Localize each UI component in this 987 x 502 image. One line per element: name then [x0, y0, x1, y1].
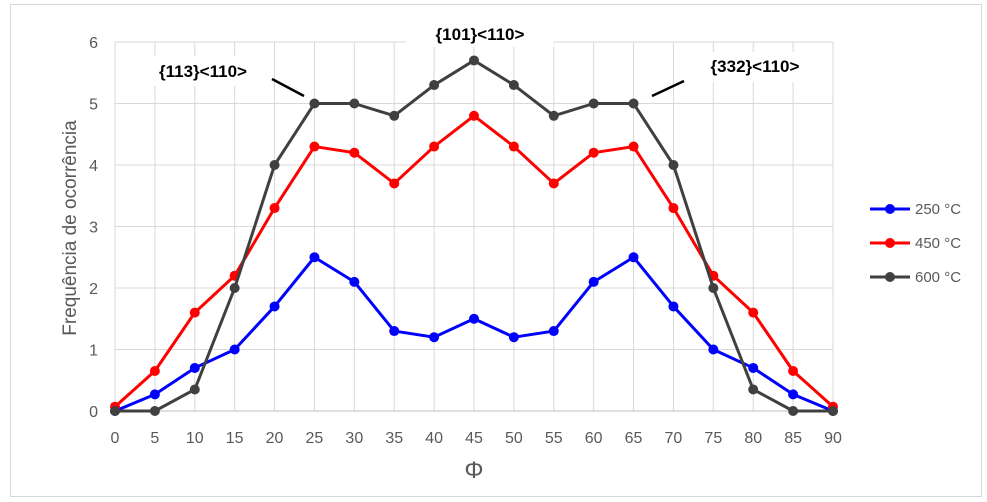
- data-point: [788, 366, 799, 377]
- data-point: [708, 283, 719, 293]
- data-point: [429, 80, 440, 91]
- annotation-113: {113}<110>: [138, 56, 305, 98]
- data-point: [229, 283, 240, 293]
- data-point: [229, 344, 240, 355]
- data-point: [389, 178, 400, 189]
- data-point: [508, 141, 519, 152]
- data-point: [668, 203, 679, 214]
- y-tick-label: 6: [89, 35, 98, 52]
- annotation-113-label: {113}<110>: [159, 62, 247, 81]
- data-point: [708, 344, 719, 355]
- data-point: [110, 406, 120, 416]
- data-point: [349, 98, 360, 109]
- data-point: [748, 307, 759, 318]
- data-point: [828, 406, 838, 416]
- x-tick-label: 70: [665, 430, 683, 447]
- data-point: [189, 384, 200, 395]
- legend-marker-0: [885, 204, 895, 214]
- data-point: [748, 384, 759, 395]
- data-point: [668, 160, 679, 170]
- x-tick-label: 30: [345, 430, 363, 447]
- x-tick-label: 35: [385, 430, 403, 447]
- chart-frame: [10, 4, 982, 497]
- data-point: [149, 389, 160, 400]
- data-point: [628, 98, 639, 109]
- data-point: [269, 160, 280, 170]
- data-point: [269, 301, 280, 312]
- annotation-113-leader: [271, 77, 305, 98]
- data-point: [349, 276, 360, 287]
- legend-marker-2: [885, 272, 895, 282]
- data-point: [508, 332, 519, 343]
- legend: 250 °C 450 °C 600 °C: [870, 201, 961, 286]
- data-point: [189, 362, 200, 373]
- data-point: [309, 141, 320, 152]
- data-point: [788, 406, 799, 416]
- x-tick-label: 90: [824, 430, 842, 447]
- data-point: [469, 110, 479, 121]
- x-tick-label: 65: [625, 430, 643, 447]
- data-point: [548, 178, 559, 189]
- data-point: [748, 362, 759, 373]
- data-point: [588, 147, 599, 158]
- y-axis-title: Frequência de ocorrência: [60, 120, 81, 336]
- data-point: [628, 252, 639, 263]
- x-axis-title: Φ: [464, 457, 483, 484]
- x-tick-label: 75: [704, 430, 722, 447]
- x-tick-label: 5: [150, 430, 159, 447]
- data-point: [548, 326, 559, 337]
- data-point: [149, 406, 160, 416]
- data-point: [508, 80, 519, 91]
- annotation-101-label: {101}<110>: [436, 25, 525, 44]
- y-tick-label: 0: [89, 404, 98, 421]
- x-tick-label: 25: [306, 430, 324, 447]
- annotation-332: {332}<110>: [651, 52, 820, 98]
- legend-label-1: 450 °C: [915, 235, 961, 252]
- data-point: [469, 313, 479, 324]
- y-tick-label: 3: [89, 220, 98, 237]
- x-tick-label: 85: [784, 430, 802, 447]
- y-tick-label: 2: [89, 281, 98, 298]
- x-tick-label: 50: [505, 430, 523, 447]
- data-point: [149, 366, 160, 377]
- data-point: [788, 389, 799, 400]
- annotation-332-leader: [651, 79, 685, 98]
- data-point: [628, 141, 639, 152]
- x-tick-label: 40: [425, 430, 443, 447]
- data-point: [349, 147, 360, 158]
- legend-marker-1: [885, 238, 895, 248]
- annotation-101: {101}<110>: [406, 19, 554, 47]
- x-tick-label: 45: [465, 430, 483, 447]
- x-tick-label: 55: [545, 430, 563, 447]
- data-point: [389, 326, 400, 337]
- x-tick-label: 15: [226, 430, 244, 447]
- legend-label-2: 600 °C: [915, 269, 961, 286]
- y-tick-label: 1: [89, 343, 98, 360]
- data-point: [309, 98, 320, 109]
- x-tick-label: 10: [186, 430, 204, 447]
- series-layer: [110, 55, 838, 416]
- data-point: [469, 55, 479, 66]
- x-tick-label: 0: [111, 430, 120, 447]
- data-point: [269, 203, 280, 214]
- y-tick-label: 4: [89, 158, 98, 175]
- x-tick-label: 80: [744, 430, 762, 447]
- annotation-332-label: {332}<110>: [711, 57, 800, 76]
- x-tick-label: 60: [585, 430, 603, 447]
- legend-label-0: 250 °C: [915, 201, 961, 218]
- data-point: [429, 332, 440, 343]
- y-tick-label: 5: [89, 97, 98, 114]
- data-point: [189, 307, 200, 318]
- data-point: [389, 110, 400, 121]
- data-point: [588, 276, 599, 287]
- data-point: [309, 252, 320, 263]
- data-point: [588, 98, 599, 109]
- data-point: [429, 141, 440, 152]
- x-tick-label: 20: [266, 430, 284, 447]
- data-point: [548, 110, 559, 121]
- data-point: [668, 301, 679, 312]
